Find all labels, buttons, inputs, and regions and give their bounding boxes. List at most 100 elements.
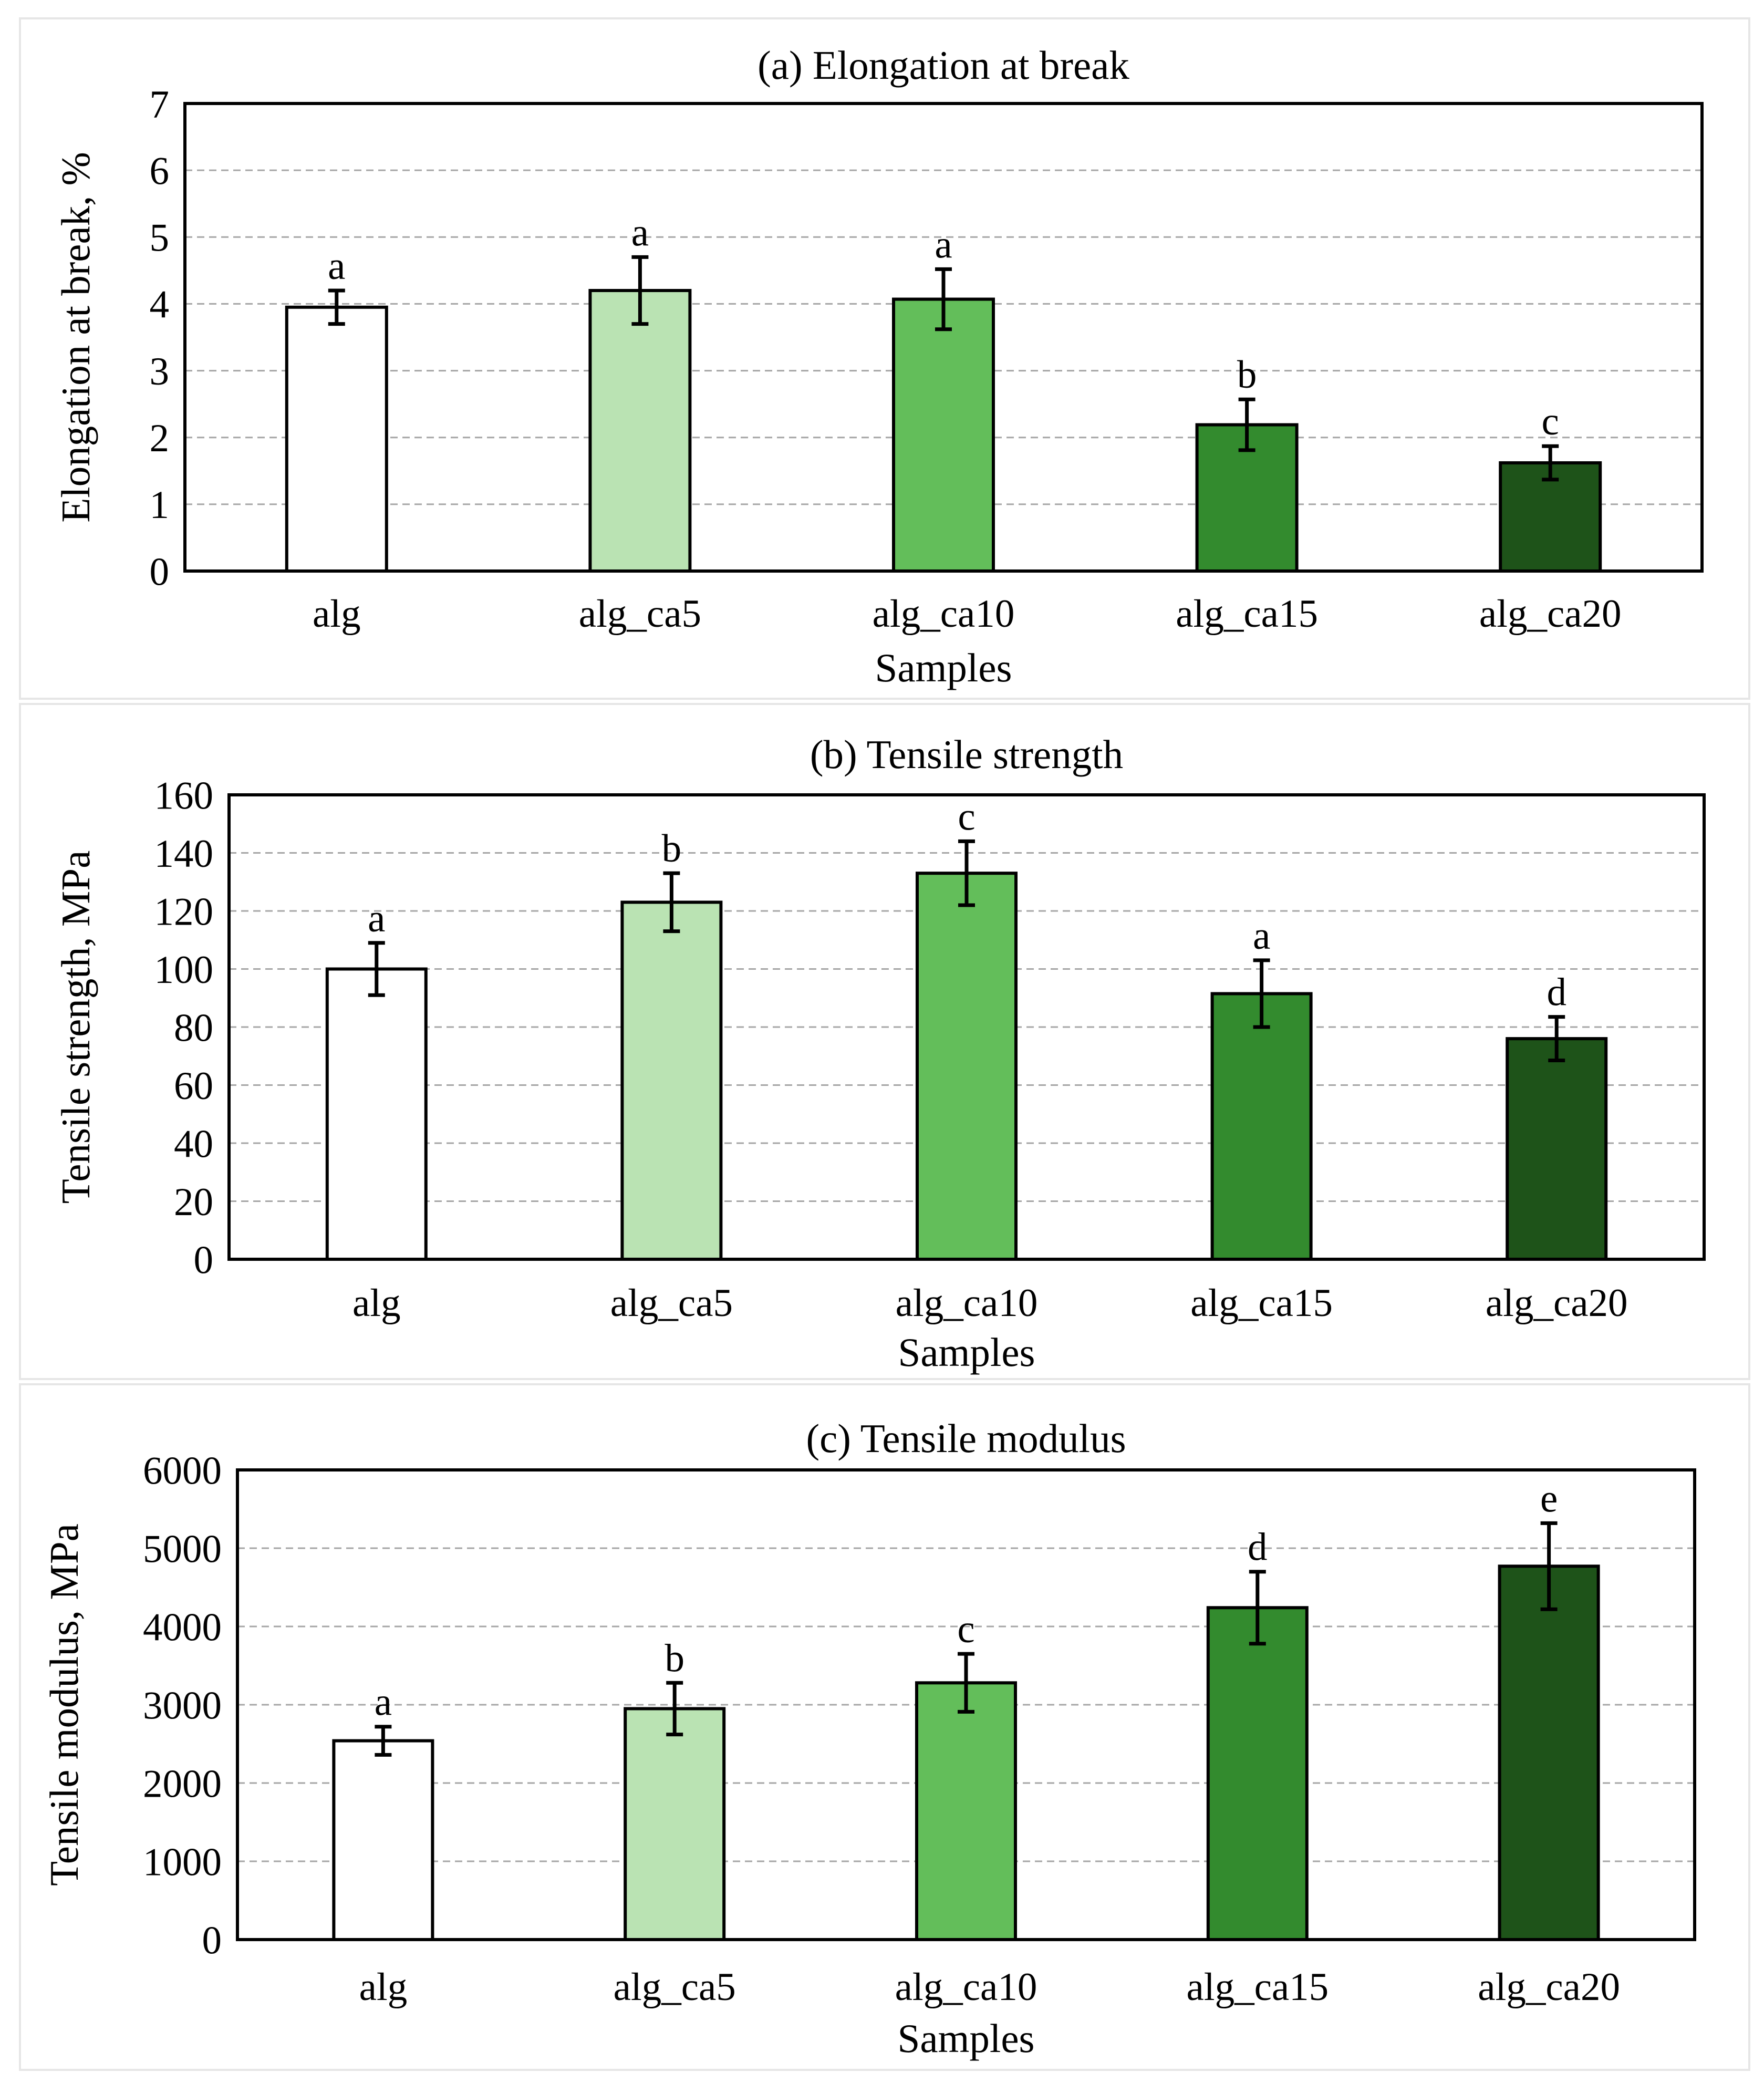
x-axis-label: Samples [898, 1330, 1035, 1375]
x-tick-label: alg_ca10 [895, 1965, 1037, 2009]
bar-alg_ca15 [1210, 992, 1313, 1261]
bar-alg_ca5 [588, 289, 692, 573]
bar-alg [325, 967, 428, 1261]
y-tick-label: 100 [154, 948, 214, 992]
y-tick-label: 160 [154, 774, 214, 817]
y-tick-label: 3000 [143, 1684, 222, 1727]
significance-letter: b [1237, 353, 1257, 397]
x-tick-label: alg_ca20 [1479, 592, 1622, 636]
x-tick-label: alg [359, 1965, 408, 2009]
panel-border [19, 703, 1750, 1380]
significance-letter: a [328, 244, 345, 288]
x-tick-label: alg_ca15 [1186, 1965, 1329, 2009]
x-tick-label: alg_ca20 [1486, 1281, 1628, 1325]
y-tick-label: 2 [150, 417, 170, 460]
error-bar [958, 1652, 974, 1714]
y-tick-label: 40 [174, 1122, 213, 1166]
significance-letter: b [665, 1636, 684, 1680]
y-tick-label: 80 [174, 1006, 213, 1050]
bar-alg [285, 305, 388, 573]
significance-letter: a [1253, 914, 1270, 958]
x-tick-label: alg_ca20 [1478, 1965, 1620, 2009]
plot-area-frame [183, 102, 1704, 573]
error-bar [368, 941, 385, 997]
y-tick-label: 60 [174, 1064, 213, 1108]
y-tick-label: 0 [150, 550, 170, 594]
y-tick-label: 6000 [143, 1449, 222, 1493]
x-tick-label: alg_ca5 [610, 1281, 733, 1325]
y-tick-label: 20 [174, 1180, 213, 1224]
bar-alg_ca15 [1206, 1606, 1309, 1941]
x-tick-label: alg_ca5 [579, 592, 701, 636]
significance-letter: e [1540, 1477, 1558, 1520]
chart-title: (b) Tensile strength [810, 732, 1123, 777]
chart-c: 0 1000 2000 3000 4000 5000 6000 a alg b alg_ca5 c al… [19, 1383, 1750, 2071]
x-tick-label: alg_ca5 [614, 1965, 736, 2009]
significance-letter: d [1547, 971, 1566, 1014]
bar-alg_ca5 [624, 1707, 726, 1941]
significance-letter: a [375, 1681, 392, 1724]
x-axis-label: Samples [875, 645, 1012, 690]
error-bar [328, 288, 345, 326]
y-tick-label: 0 [202, 1919, 222, 1962]
y-tick-label: 3 [150, 350, 170, 393]
error-bar [1253, 958, 1270, 1029]
bar-alg_ca5 [620, 900, 723, 1261]
y-tick-label: 120 [154, 890, 214, 934]
significance-letter: c [957, 1608, 974, 1651]
error-bar [935, 267, 952, 331]
chart-a: 0 1 2 3 4 5 6 7 a alg a alg_ca5 a alg_ca10 b alg_ca15 c a… [19, 17, 1750, 700]
bar-alg_ca10 [916, 872, 1018, 1261]
significance-letter: c [1542, 400, 1559, 443]
x-tick-label: alg_ca10 [873, 592, 1015, 636]
significance-letter: a [631, 211, 649, 254]
y-tick-label: 5 [150, 216, 170, 260]
error-bar [666, 1681, 683, 1737]
y-tick-label: 6 [150, 149, 170, 193]
x-tick-label: alg [352, 1281, 401, 1325]
error-bar [663, 871, 680, 934]
bar-alg_ca20 [1498, 1564, 1600, 1941]
x-tick-label: alg_ca15 [1176, 592, 1318, 636]
chart-b: 0 20 40 60 80 100 120 140 160 a alg b alg_ca5 c alg_ca… [19, 703, 1750, 1380]
chart-title: (a) Elongation at break [758, 43, 1129, 88]
error-bar [1540, 1521, 1558, 1611]
significance-letter: b [662, 827, 682, 870]
error-bar [1548, 1015, 1565, 1063]
y-tick-label: 5000 [143, 1527, 222, 1571]
significance-letter: d [1248, 1526, 1268, 1569]
error-bar [375, 1725, 392, 1757]
significance-letter: a [368, 897, 385, 940]
x-tick-label: alg_ca15 [1190, 1281, 1333, 1325]
x-tick-label: alg [313, 592, 361, 636]
y-tick-label: 1 [150, 483, 170, 527]
y-axis-label: Elongation at break, % [53, 152, 98, 523]
panel-border [19, 17, 1750, 700]
significance-letter: c [958, 795, 975, 838]
plot-area-frame [236, 1468, 1696, 1941]
y-tick-label: 4000 [143, 1605, 222, 1649]
bar-alg_ca20 [1506, 1037, 1608, 1261]
y-tick-label: 0 [194, 1238, 214, 1282]
significance-letter: a [935, 223, 952, 266]
y-axis-label: Tensile modulus, MPa [41, 1524, 87, 1886]
y-tick-label: 1000 [143, 1840, 222, 1884]
error-bar [1249, 1570, 1266, 1646]
panel-border [19, 1383, 1750, 2071]
x-tick-label: alg_ca10 [896, 1281, 1038, 1325]
bar-alg [332, 1739, 434, 1942]
y-tick-label: 2000 [143, 1762, 222, 1806]
error-bar [1542, 444, 1559, 482]
y-tick-label: 7 [150, 82, 170, 126]
error-bar [958, 839, 975, 907]
error-bar [631, 255, 649, 326]
plot-area-frame [227, 793, 1706, 1261]
y-axis-label: Tensile strength, MPa [53, 851, 98, 1204]
y-tick-label: 140 [154, 832, 214, 876]
bar-alg_ca10 [892, 297, 995, 573]
x-axis-label: Samples [898, 2016, 1035, 2061]
chart-title: (c) Tensile modulus [806, 1416, 1126, 1461]
bar-alg_ca10 [915, 1681, 1017, 1942]
y-tick-label: 4 [150, 283, 170, 327]
